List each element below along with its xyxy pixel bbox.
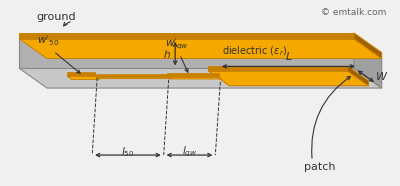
Polygon shape	[19, 39, 354, 68]
Text: $w'_{50}$: $w'_{50}$	[38, 34, 60, 48]
Text: $w'_{qw}$: $w'_{qw}$	[165, 36, 188, 51]
Polygon shape	[93, 74, 170, 77]
Text: ground: ground	[36, 12, 76, 22]
Polygon shape	[67, 72, 95, 76]
Polygon shape	[67, 76, 100, 80]
Text: patch: patch	[304, 162, 336, 172]
Polygon shape	[93, 77, 172, 79]
Polygon shape	[347, 66, 368, 86]
Text: $L$: $L$	[285, 50, 292, 62]
Polygon shape	[19, 68, 382, 88]
Polygon shape	[19, 33, 354, 39]
Polygon shape	[354, 33, 382, 59]
Text: $l_{50}$: $l_{50}$	[121, 145, 135, 159]
Polygon shape	[208, 66, 347, 71]
Polygon shape	[354, 39, 382, 88]
Text: $W$: $W$	[375, 70, 388, 82]
Polygon shape	[19, 39, 382, 59]
Text: $l_{qw}$: $l_{qw}$	[182, 145, 197, 159]
Polygon shape	[167, 77, 222, 79]
Polygon shape	[208, 71, 368, 86]
Text: dielectric ($\varepsilon_r$): dielectric ($\varepsilon_r$)	[222, 45, 287, 58]
Polygon shape	[167, 73, 219, 77]
Text: © emtalk.com: © emtalk.com	[321, 8, 387, 17]
Text: $h$: $h$	[163, 48, 171, 60]
